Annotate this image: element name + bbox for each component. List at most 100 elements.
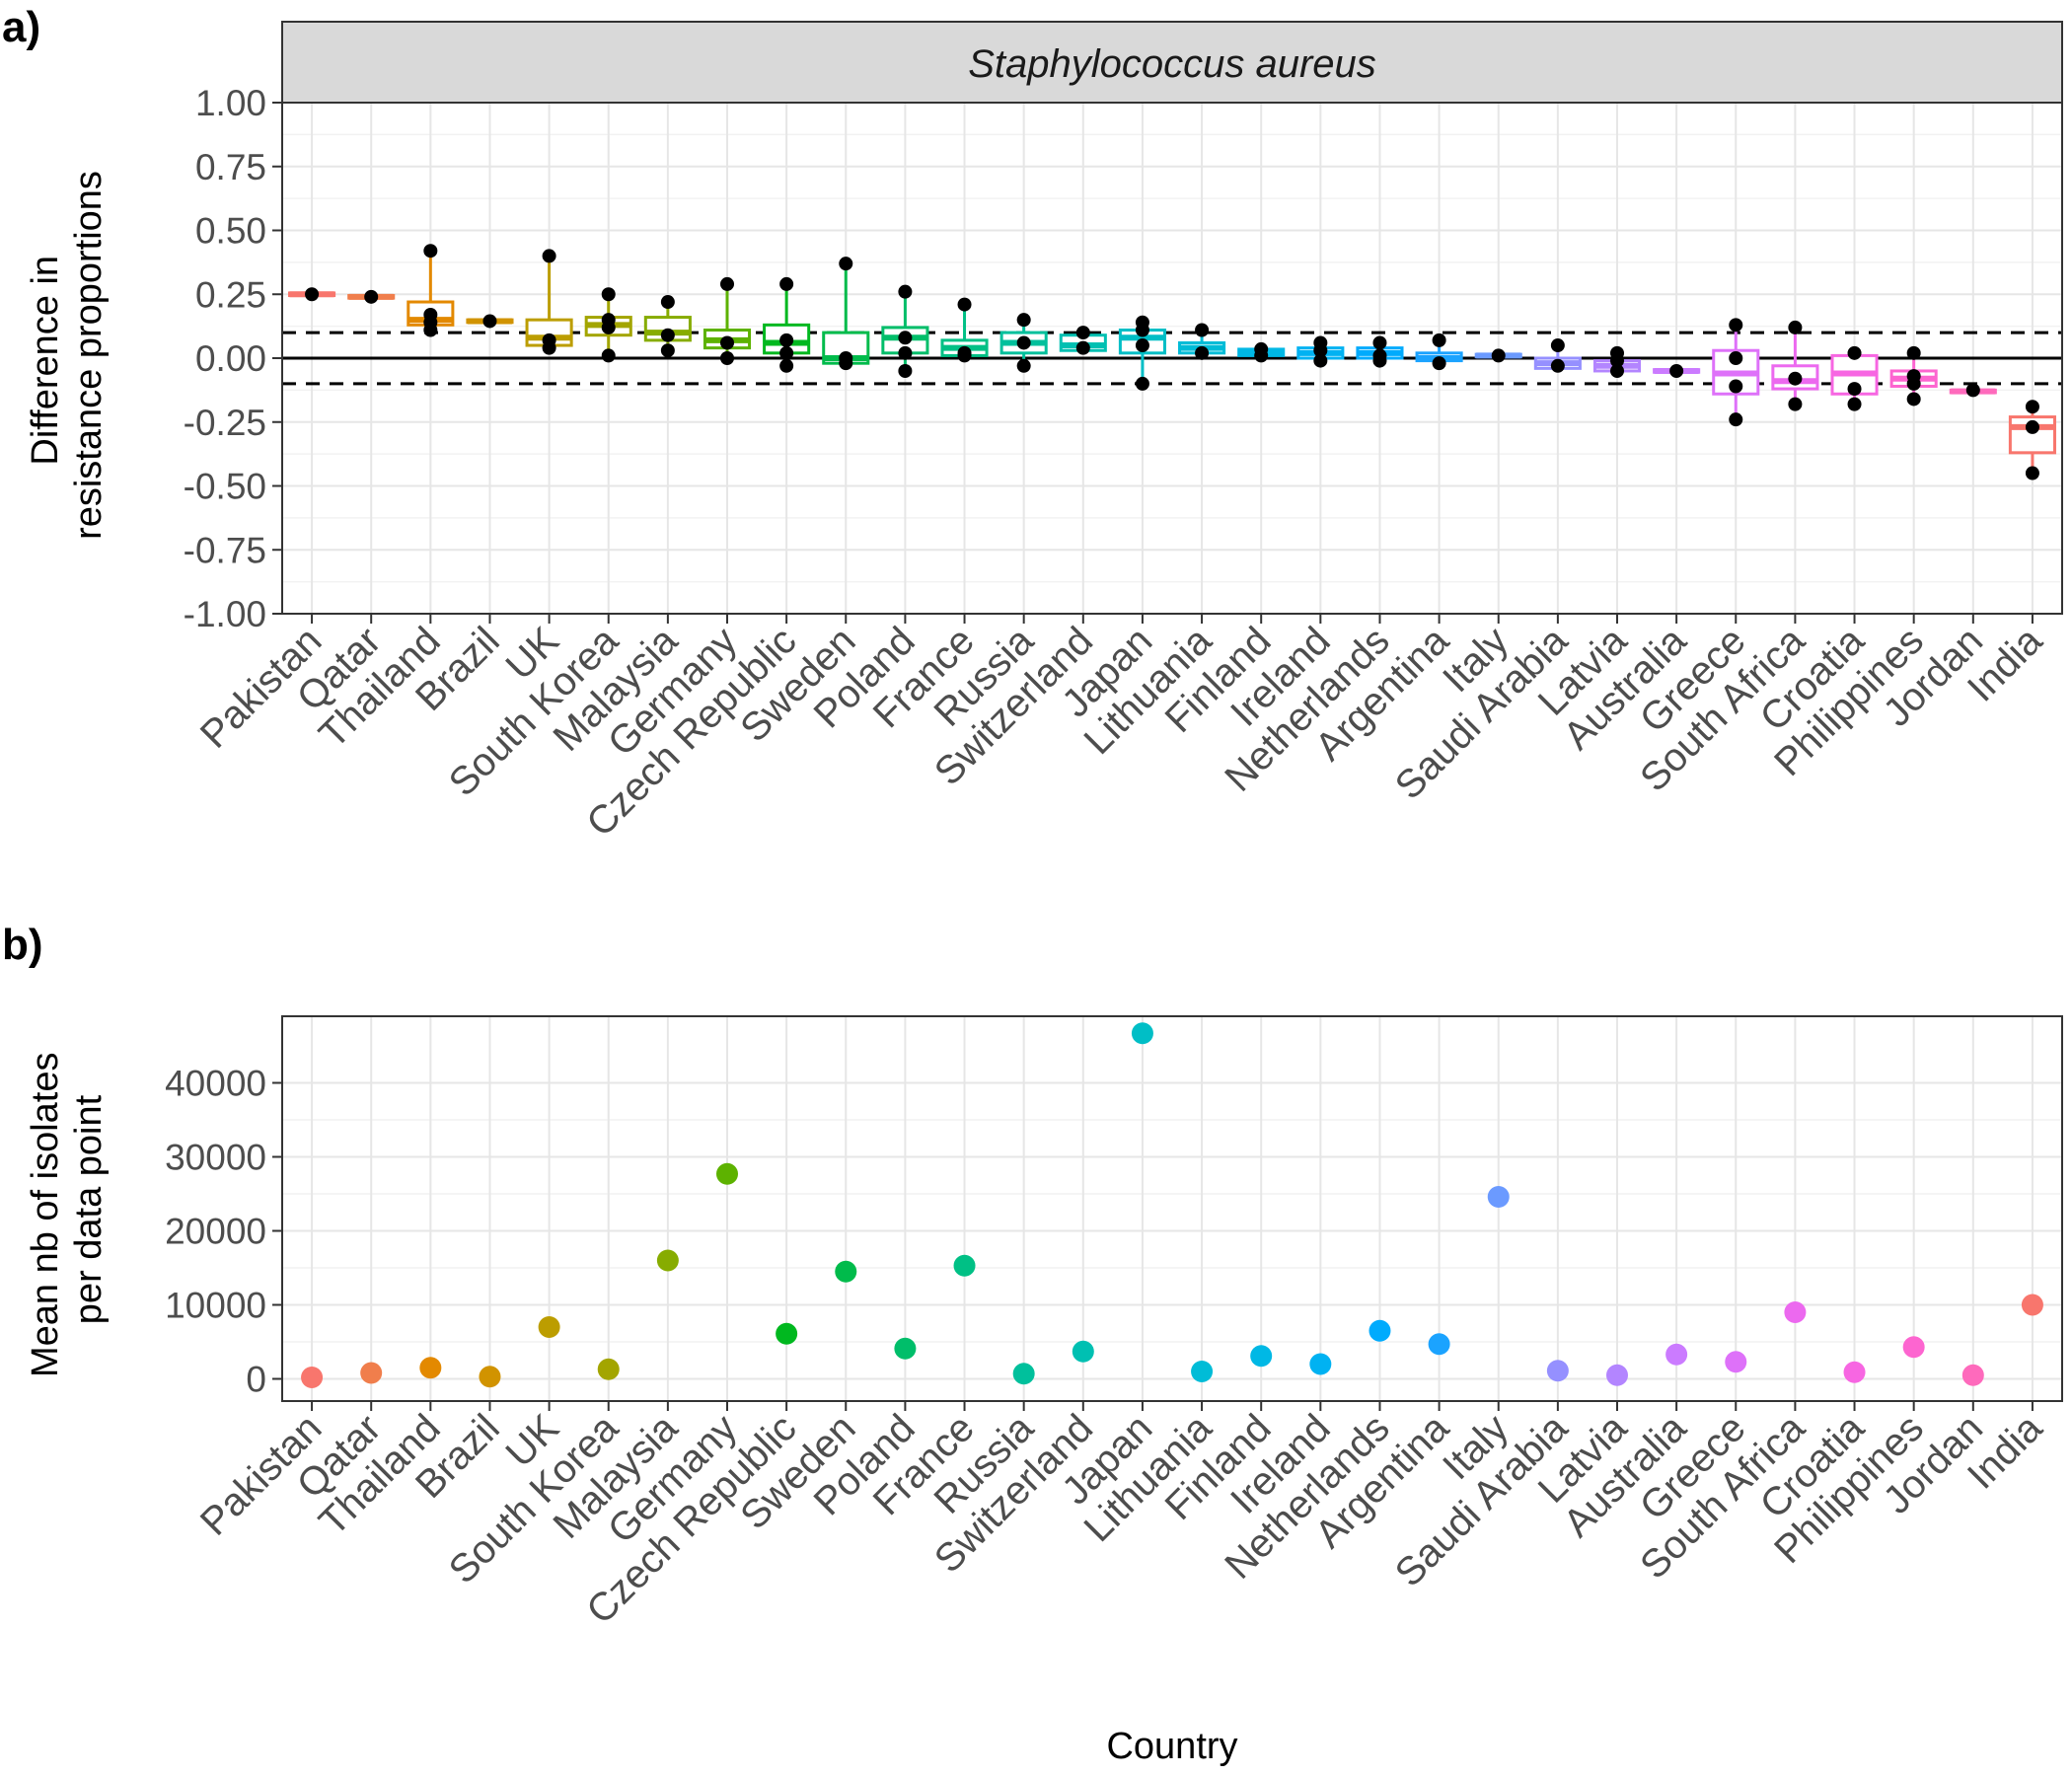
panel-b-border <box>281 1015 2063 1402</box>
scatter-point-netherlands <box>1369 1319 1391 1342</box>
facet-strip-label: Staphylococcus aureus <box>968 42 1376 86</box>
data-point-malaysia <box>660 295 675 310</box>
data-point-philippines <box>1906 376 1921 391</box>
a-y-tick-label: -0.25 <box>184 403 266 443</box>
data-point-argentina <box>1432 333 1446 347</box>
data-point-south-korea <box>601 348 616 363</box>
data-point-russia <box>1016 358 1031 373</box>
data-point-japan <box>1135 376 1149 391</box>
panel-b-y-axis: 40000 30000 20000 10000 0 <box>165 1064 282 1400</box>
data-point-france <box>957 297 972 312</box>
panel-b-x-axis-title: Country <box>1106 1726 1237 1767</box>
a-y-tick-label: 0.75 <box>195 147 266 187</box>
data-point-saudi-arabia <box>1550 338 1565 353</box>
panel-b-y-axis-title: Mean nb of isolates per data point <box>25 1042 110 1377</box>
scatter-point-finland <box>1250 1345 1273 1368</box>
scatter-point-jordan <box>1961 1364 1984 1386</box>
data-point-czech-republic <box>779 358 794 373</box>
a-y-tick-label: -1.00 <box>184 594 266 634</box>
panel-b-grid <box>282 1016 2062 1401</box>
panel-b-y-title-line-1: Mean nb of isolates <box>25 1053 66 1378</box>
data-point-lithuania <box>1195 323 1210 337</box>
data-point-japan <box>1135 338 1149 353</box>
scatter-point-italy <box>1487 1186 1510 1208</box>
scatter-point-brazil <box>479 1366 501 1388</box>
panel-a-y-title-line-1: Difference in <box>25 256 66 466</box>
panel-a-y-title-line-2: resistance proportions <box>68 171 110 540</box>
data-point-australia <box>1669 363 1684 378</box>
data-point-saudi-arabia <box>1550 358 1565 373</box>
b-y-tick-label: 10000 <box>165 1286 266 1326</box>
data-point-malaysia <box>660 343 675 358</box>
panel-a-y-axis-title: Difference in resistance proportions <box>25 171 110 540</box>
data-point-uk <box>542 340 556 355</box>
scatter-point-latvia <box>1606 1364 1628 1386</box>
scatter-point-japan <box>1131 1022 1153 1045</box>
data-point-ireland <box>1313 343 1328 358</box>
data-point-brazil <box>482 314 497 329</box>
data-point-croatia <box>1847 397 1862 411</box>
scatter-point-pakistan <box>301 1367 324 1388</box>
a-y-tick-label: 0.00 <box>195 338 266 379</box>
data-point-greece <box>1729 412 1743 427</box>
scatter-point-qatar <box>360 1362 383 1384</box>
data-point-netherlands <box>1372 335 1387 350</box>
data-point-germany <box>720 335 734 350</box>
b-y-tick-label: 40000 <box>165 1064 266 1104</box>
box-croatia <box>1830 352 1879 405</box>
data-point-south-africa <box>1788 371 1803 386</box>
scatter-point-malaysia <box>656 1249 679 1272</box>
data-point-france <box>957 348 972 363</box>
scatter-point-south-africa <box>1784 1301 1807 1323</box>
data-point-uk <box>542 249 556 263</box>
data-point-jordan <box>1965 383 1980 398</box>
data-point-malaysia <box>660 328 675 342</box>
data-point-switzerland <box>1075 326 1090 340</box>
scatter-point-philippines <box>1902 1336 1925 1359</box>
data-point-india <box>2025 400 2039 414</box>
data-point-south-africa <box>1788 320 1803 334</box>
scatter-point-czech-republic <box>776 1322 798 1345</box>
panel-a-reference-lines <box>282 331 2062 386</box>
scatter-point-saudi-arabia <box>1546 1360 1569 1382</box>
scatter-point-uk <box>538 1316 560 1338</box>
scatter-point-argentina <box>1428 1333 1450 1356</box>
a-y-tick-label: 0.50 <box>195 211 266 252</box>
scatter-point-lithuania <box>1191 1361 1214 1382</box>
b-y-tick-label: 0 <box>246 1360 266 1400</box>
data-point-croatia <box>1847 345 1862 360</box>
data-point-greece <box>1729 379 1743 394</box>
data-point-south-africa <box>1788 397 1803 411</box>
data-point-greece <box>1729 351 1743 365</box>
b-y-tick-label: 30000 <box>165 1138 266 1178</box>
data-point-argentina <box>1432 356 1446 371</box>
data-point-sweden <box>839 356 853 371</box>
data-point-lithuania <box>1195 345 1210 360</box>
data-point-czech-republic <box>779 345 794 360</box>
panel-a-points <box>305 244 2039 481</box>
scatter-point-russia <box>1012 1363 1035 1385</box>
data-point-germany <box>720 276 734 291</box>
scatter-point-croatia <box>1843 1361 1866 1383</box>
panel-a-boxplot: a) Staphylococcus aureus 1.00 0.75 0.50 0.2… <box>2 3 2063 845</box>
scatter-point-india <box>2021 1294 2043 1316</box>
data-point-poland <box>898 284 913 299</box>
data-point-poland <box>898 331 913 345</box>
data-point-latvia <box>1610 363 1624 378</box>
data-point-poland <box>898 345 913 360</box>
data-point-italy <box>1491 348 1506 363</box>
panel-b-tag: b) <box>2 921 43 969</box>
scatter-point-greece <box>1725 1351 1747 1373</box>
panel-b-scatter: b) 40000 30000 20000 10000 0 PakistanQatarTh… <box>2 921 2063 1767</box>
box-india <box>2008 407 2056 477</box>
data-point-thailand <box>423 244 438 259</box>
data-point-sweden <box>839 257 853 271</box>
scatter-point-australia <box>1665 1343 1688 1366</box>
box-malaysia <box>643 302 692 351</box>
data-point-philippines <box>1906 345 1921 360</box>
panel-a-tag: a) <box>2 3 40 51</box>
data-point-south-korea <box>601 320 616 334</box>
data-point-croatia <box>1847 382 1862 397</box>
